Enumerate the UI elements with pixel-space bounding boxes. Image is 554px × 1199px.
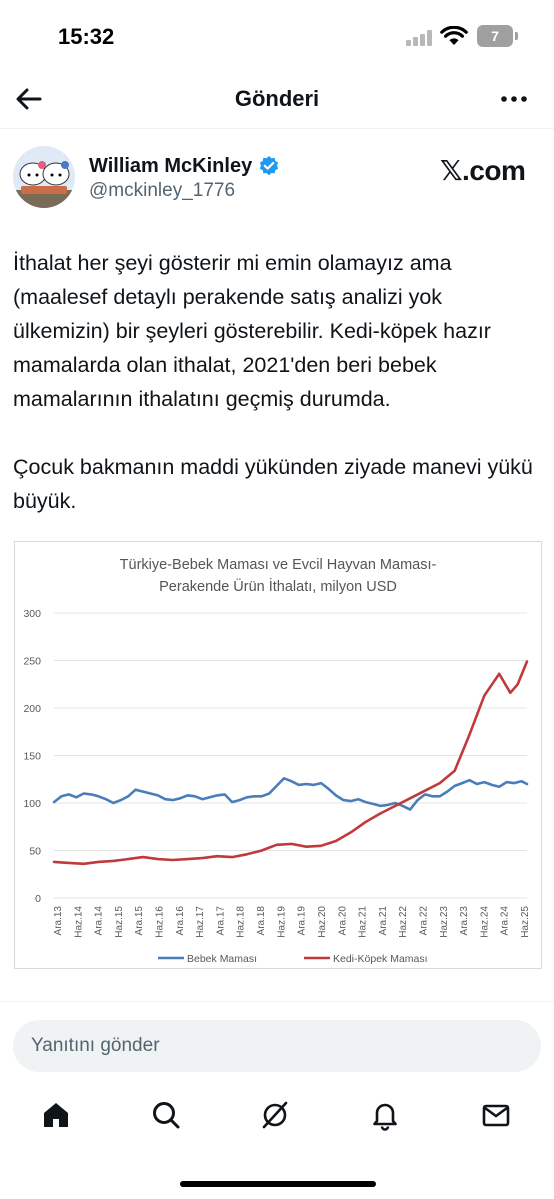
avatar[interactable] [13,146,75,208]
x-tick-label: Ara.16 [175,906,186,936]
y-tick-label: 50 [29,846,41,858]
x-tick-label: Ara.14 [94,906,105,936]
y-tick-label: 0 [35,893,41,905]
avatar-image [13,146,75,208]
x-tick-label: Ara.23 [459,906,470,936]
y-tick-label: 250 [23,656,41,668]
source-label: 𝕏.com [440,155,526,186]
x-tick-label: Haz.21 [358,906,369,938]
series-line [52,660,529,866]
divider [0,1001,554,1002]
x-tick-label: Ara.24 [500,906,511,936]
chart-title-line: Türkiye-Bebek Maması ve Evcil Hayvan Mam… [120,557,437,573]
x-tick-label: Ara.15 [134,906,145,936]
line-chart: Türkiye-Bebek Maması ve Evcil Hayvan Mam… [23,557,531,965]
status-bar: 15:32 7 [0,0,554,70]
x-tick-label: Haz.22 [398,906,409,938]
top-navigation-bar: Gönderi [0,70,554,129]
y-tick-label: 100 [23,798,41,810]
reply-placeholder: Yanıtını gönder [31,1035,160,1056]
wifi-icon [440,26,468,45]
x-tick-label: Haz.18 [236,906,247,938]
x-tick-label: Haz.15 [114,906,125,938]
more-horizontal-icon[interactable] [499,87,529,111]
y-tick-label: 200 [23,703,41,715]
x-tick-label: Haz.19 [276,906,287,938]
x-tick-label: Haz.16 [155,906,166,938]
status-time: 15:32 [58,24,115,49]
x-tick-label: Haz.23 [439,906,450,938]
home-indicator [180,1181,376,1187]
battery-indicator: 7 [477,25,513,47]
x-tick-label: Ara.19 [297,906,308,936]
chart-title-line: Perakende Ürün İthalatı, milyon USD [159,577,397,595]
messages-icon[interactable] [480,1099,512,1131]
arrow-left-icon[interactable] [14,84,44,114]
notifications-icon[interactable] [369,1099,401,1131]
bottom-tab-bar [0,1085,554,1155]
legend-label: Kedi-Köpek Maması [333,953,428,965]
x-tick-label: Ara.21 [378,906,389,936]
tweet-paragraph-1: İthalat her şeyi gösterir mi emin olamay… [13,251,491,411]
x-tick-label: Haz.14 [73,906,84,938]
page-title: Gönderi [234,86,320,111]
grok-icon[interactable] [259,1099,291,1131]
x-tick-label: Ara.18 [256,906,267,936]
author-name-row: William McKinley [89,153,280,179]
series-line [52,777,529,811]
x-tick-label: Haz.24 [479,906,490,938]
x-tick-label: Ara.22 [418,906,429,936]
reply-input[interactable]: Yanıtını gönder [13,1020,541,1072]
x-tick-label: Haz.17 [195,906,206,938]
search-icon[interactable] [150,1099,182,1131]
y-tick-label: 300 [23,608,41,620]
x-tick-label: Haz.20 [317,906,328,938]
tweet-media-chart[interactable]: Türkiye-Bebek Maması ve Evcil Hayvan Mam… [14,541,542,969]
author-handle[interactable]: @mckinley_1776 [89,180,236,201]
legend-label: Bebek Maması [187,953,257,965]
x-tick-label: Ara.20 [337,906,348,936]
verified-badge-icon [260,156,279,176]
x-tick-label: Ara.13 [53,906,64,936]
tweet-paragraph-2: Çocuk bakmanın maddi yükünden ziyade man… [13,455,533,513]
x-tick-label: Ara.17 [215,906,226,936]
author-name[interactable]: William McKinley [89,154,253,177]
y-tick-label: 150 [23,751,41,763]
cellular-signal-icon [406,30,432,46]
home-icon[interactable] [40,1099,72,1131]
battery-tip [515,32,518,40]
x-tick-label: Haz.25 [520,906,531,938]
tweet-text: İthalat her şeyi gösterir mi emin olamay… [13,246,541,518]
